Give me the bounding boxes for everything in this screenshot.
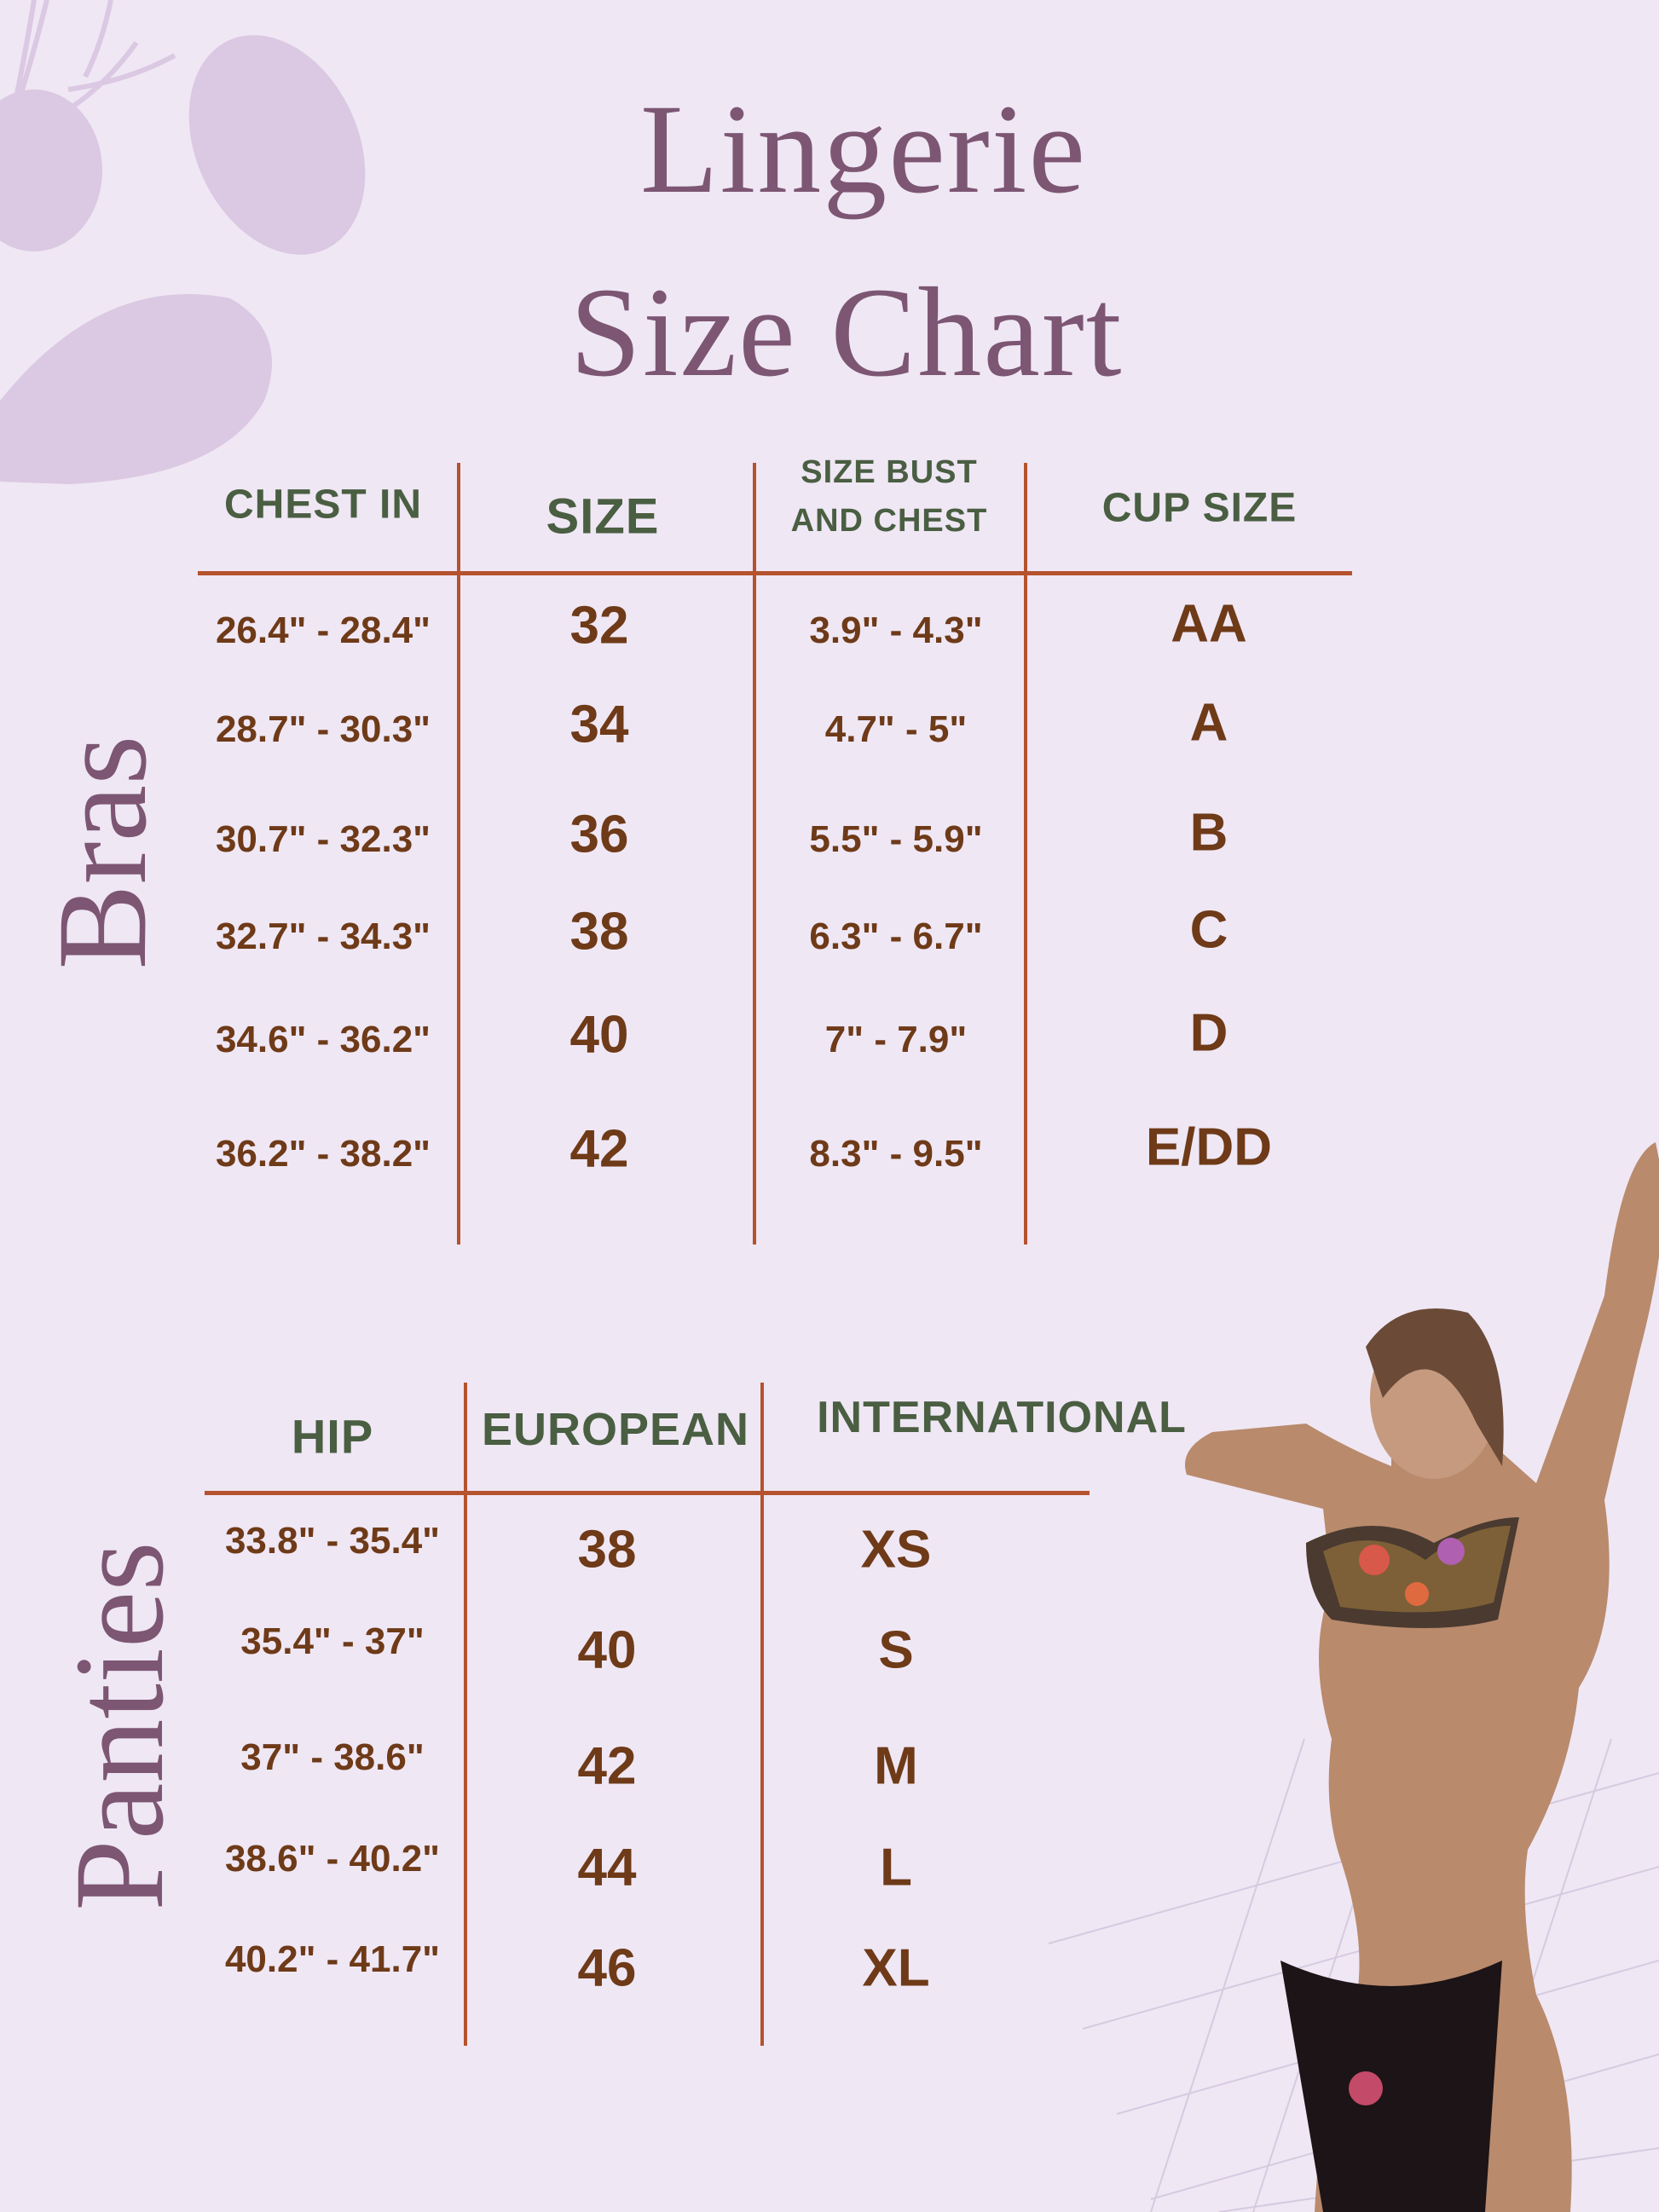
cup-size-value: E/DD [1145, 1118, 1273, 1177]
header-cup-size: CUP SIZE [1101, 485, 1298, 531]
header-size-bust: SIZE BUST [801, 454, 978, 490]
band-size-value: 40 [569, 1005, 629, 1065]
divider [753, 463, 756, 1245]
chest-value: 36.2" - 38.2" [215, 1133, 431, 1175]
header-international: INTERNATIONAL [817, 1393, 1187, 1442]
divider [464, 1383, 467, 2046]
cup-size-value: A [1189, 693, 1228, 753]
leaf-decoration [0, 0, 366, 484]
bust-value: 4.7" - 5" [824, 708, 968, 750]
title-line-1: Lingerie [639, 78, 1088, 220]
header-size: SIZE [546, 488, 660, 545]
chest-value: 30.7" - 32.3" [215, 818, 431, 860]
bust-value: 7" - 7.9" [824, 1019, 968, 1060]
international-size-value: L [880, 1838, 912, 1897]
hip-value: 38.6" - 40.2" [224, 1838, 441, 1880]
header-rule [198, 571, 1352, 575]
hip-value: 33.8" - 35.4" [224, 1520, 441, 1562]
chest-value: 26.4" - 28.4" [215, 609, 431, 651]
bust-value: 5.5" - 5.9" [809, 818, 983, 860]
european-size-value: 42 [577, 1736, 637, 1796]
hip-value: 37" - 38.6" [240, 1736, 425, 1778]
header-chest-in: CHEST IN [223, 482, 423, 528]
panties-section-label: Panties [49, 1541, 190, 1911]
international-size-value: M [874, 1736, 918, 1796]
header-and-chest: AND CHEST [790, 503, 988, 539]
band-size-value: 42 [569, 1119, 629, 1179]
band-size-value: 36 [569, 805, 629, 864]
international-size-value: S [878, 1620, 914, 1680]
divider [1024, 463, 1027, 1245]
hip-value: 40.2" - 41.7" [224, 1938, 441, 1980]
header-european: EUROPEAN [481, 1404, 750, 1455]
cup-size-value: AA [1171, 594, 1247, 654]
international-size-value: XL [862, 1938, 930, 1998]
cup-size-value: B [1189, 803, 1228, 863]
title-line-2: Size Chart [569, 262, 1124, 403]
bust-value: 3.9" - 4.3" [809, 609, 983, 651]
european-size-value: 40 [577, 1620, 637, 1680]
european-size-value: 38 [577, 1520, 637, 1580]
band-size-value: 34 [569, 695, 629, 754]
cup-size-value: C [1189, 900, 1228, 960]
bust-value: 8.3" - 9.5" [809, 1133, 983, 1175]
band-size-value: 32 [569, 596, 629, 656]
divider [457, 463, 460, 1245]
european-size-value: 46 [577, 1938, 637, 1998]
bras-section-label: Bras [32, 735, 173, 970]
band-size-value: 38 [569, 902, 629, 962]
cup-size-value: D [1189, 1003, 1228, 1063]
international-size-value: XS [860, 1520, 932, 1580]
header-hip: HIP [291, 1409, 374, 1464]
divider [760, 1383, 764, 2046]
chest-value: 32.7" - 34.3" [215, 915, 431, 957]
header-rule [205, 1491, 1090, 1495]
bust-value: 6.3" - 6.7" [809, 915, 983, 957]
chest-value: 34.6" - 36.2" [215, 1019, 431, 1060]
chest-value: 28.7" - 30.3" [215, 708, 431, 750]
hip-value: 35.4" - 37" [240, 1620, 425, 1662]
european-size-value: 44 [577, 1838, 637, 1897]
model-photo [1185, 1142, 1659, 2212]
